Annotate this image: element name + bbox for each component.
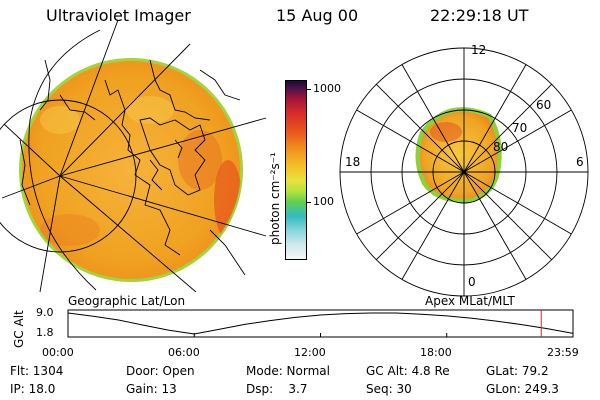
dsp-info: Dsp: 3.7 <box>246 382 308 396</box>
mlt-label-12: 12 <box>471 43 487 57</box>
time-tick-2359: 23:59 <box>547 346 579 359</box>
gain-info: Gain: 13 <box>126 382 177 396</box>
time-tick-0000: 00:00 <box>42 346 74 359</box>
date-label: 15 Aug 00 <box>276 6 359 25</box>
colorbar-label-1000: 1000 <box>313 82 341 95</box>
lat-label-70: 70 <box>512 121 528 135</box>
geographic-image <box>0 19 267 292</box>
time-tick-1200: 12:00 <box>294 346 326 359</box>
mlt-label-0: 0 <box>468 275 476 289</box>
flight-info: Flt: 1304 <box>10 364 64 378</box>
mlt-label-18: 18 <box>345 155 361 169</box>
ip-info: IP: 18.0 <box>10 382 56 396</box>
colorbar <box>285 80 307 260</box>
time-ticks <box>67 333 574 337</box>
altitude-curve <box>67 312 574 335</box>
mlt-label-6: 6 <box>576 155 584 169</box>
geographic-label: Geographic Lat/Lon <box>68 294 186 308</box>
gc-alt-info: GC Alt: 4.8 Re <box>366 364 450 378</box>
altitude-frame <box>67 309 574 338</box>
colorbar-tick-100 <box>306 202 311 203</box>
lat-label-80: 80 <box>493 140 509 154</box>
aurora-oval <box>419 111 498 199</box>
time-tick-1800: 18:00 <box>420 346 452 359</box>
colorbar-tick-1000 <box>306 89 311 90</box>
time-tick-0600: 06:00 <box>168 346 200 359</box>
seq-info: Seq: 30 <box>366 382 412 396</box>
mode-info: Mode: Normal <box>246 364 330 378</box>
apex-label: Apex MLat/MLT <box>425 294 515 308</box>
colorbar-label-100: 100 <box>313 195 334 208</box>
altitude-ymin: 1.8 <box>36 326 54 339</box>
glon-info: GLon: 249.3 <box>486 382 559 396</box>
door-info: Door: Open <box>126 364 195 378</box>
altitude-ymax: 9.0 <box>36 306 54 319</box>
lat-lon-grid <box>0 19 267 292</box>
coastlines <box>19 59 246 276</box>
instrument-title: Ultraviolet Imager <box>46 6 191 25</box>
polar-plot <box>339 47 589 297</box>
time-label: 22:29:18 UT <box>430 6 529 25</box>
polar-grid <box>339 47 589 297</box>
lat-label-60: 60 <box>536 98 552 112</box>
glat-info: GLat: 79.2 <box>486 364 549 378</box>
